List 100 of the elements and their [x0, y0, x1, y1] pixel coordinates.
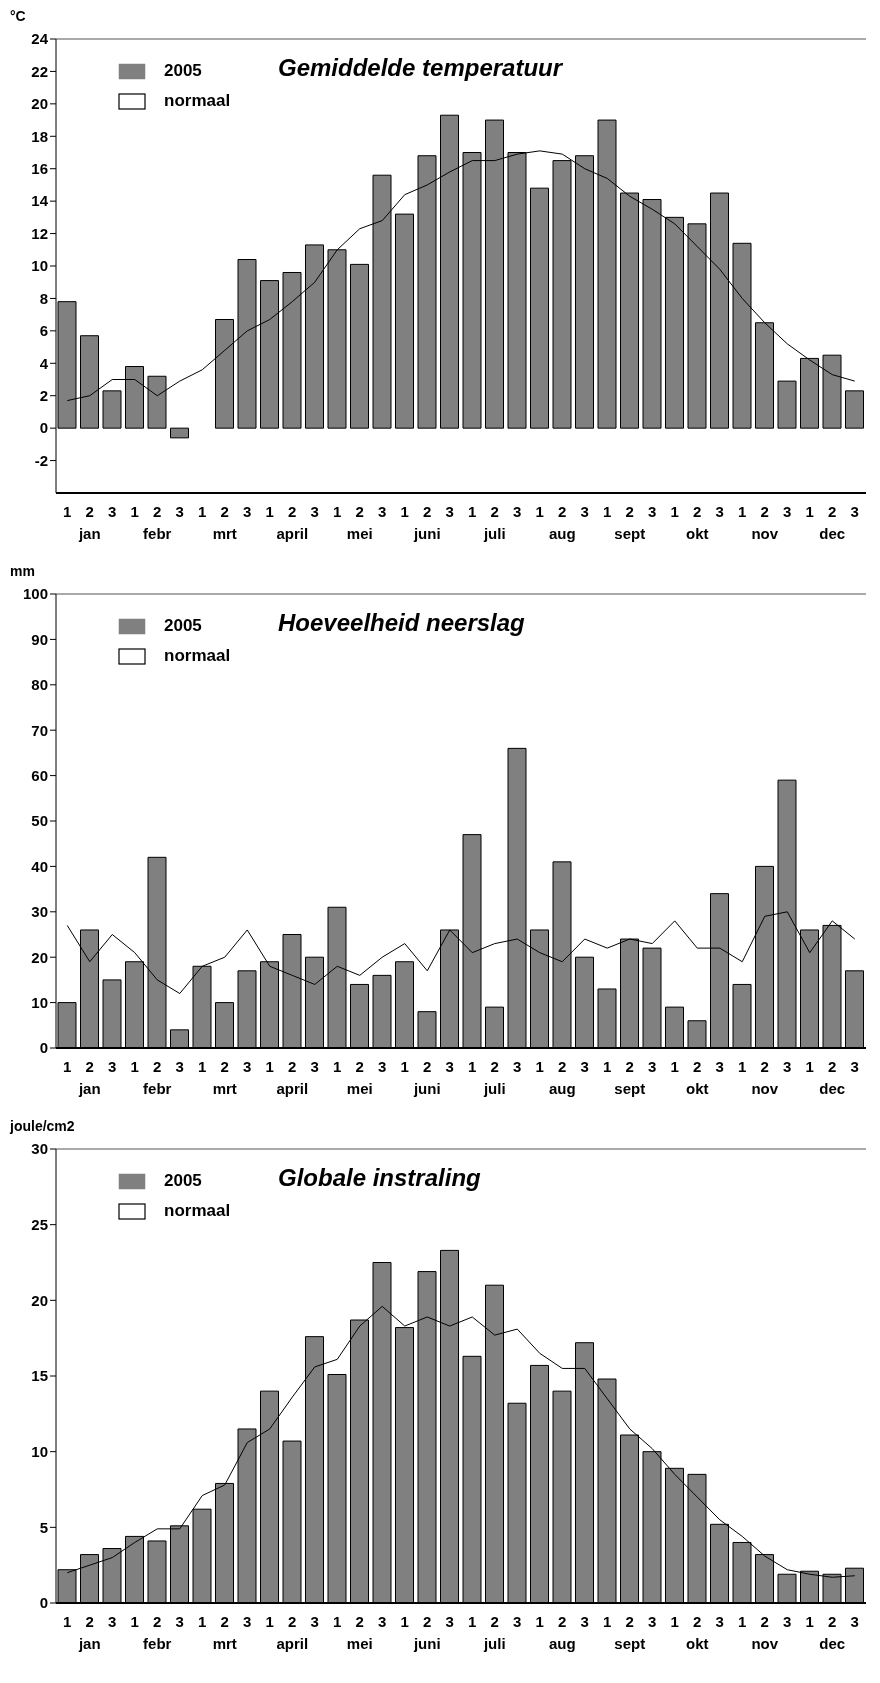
x-tick-label: 2 — [288, 1058, 297, 1075]
text: okt — [686, 1080, 709, 1097]
x-tick-label: 2 — [220, 1058, 229, 1075]
x-tick-label: 2 — [490, 1613, 499, 1630]
x-tick-label: 3 — [783, 503, 792, 520]
legend-label: normaal — [164, 1201, 231, 1221]
y-tick-label: 18 — [31, 127, 48, 145]
text: febr — [143, 525, 172, 542]
x-tick-label: 2 — [693, 1613, 702, 1630]
text: mei — [346, 1635, 373, 1652]
x-tick-label: 2 — [558, 1058, 567, 1075]
y-tick-label: 16 — [31, 160, 48, 178]
y-tick-label: 20 — [31, 948, 48, 966]
x-tick-label: 3 — [175, 1613, 184, 1630]
text: juli — [482, 1080, 506, 1097]
y-tick-label: 0 — [39, 419, 48, 437]
y-tick-label: 60 — [31, 766, 48, 784]
x-tick-label: 2 — [153, 503, 162, 520]
y-tick-label: 25 — [31, 1215, 48, 1233]
text: mrt — [212, 1080, 237, 1097]
x-tick-label: 1 — [805, 1058, 814, 1075]
y-tick-label: 30 — [31, 1140, 48, 1158]
y-tick-label: 10 — [31, 257, 48, 275]
x-tick-label: 1 — [130, 1613, 139, 1630]
x-tick-label: 1 — [670, 1613, 679, 1630]
x-tick-label: 2 — [85, 1613, 94, 1630]
x-tick-label: 2 — [760, 1613, 769, 1630]
legend-label: 2005 — [164, 61, 202, 81]
x-tick-label: 1 — [130, 1058, 139, 1075]
x-tick-label: 3 — [715, 1613, 724, 1630]
x-tick-label: 2 — [625, 1058, 634, 1075]
text: okt — [686, 525, 709, 542]
text: Hoeveelheid neerslag — [278, 609, 525, 637]
bar — [170, 427, 189, 439]
x-tick-label: 2 — [490, 1058, 499, 1075]
text: jan — [77, 1080, 101, 1097]
text: nov — [751, 1635, 779, 1652]
y-tick-label: 24 — [31, 30, 49, 48]
bar — [845, 390, 864, 429]
text: jan — [77, 525, 101, 542]
x-tick-label: 3 — [108, 503, 117, 520]
x-tick-label: 3 — [850, 503, 859, 520]
x-tick-label: 2 — [558, 1613, 567, 1630]
text: aug — [548, 1635, 576, 1652]
x-tick-label: 3 — [445, 1058, 454, 1075]
x-tick-label: 2 — [693, 1058, 702, 1075]
text: febr — [143, 1080, 172, 1097]
text: aug — [548, 1080, 576, 1097]
bar — [102, 390, 122, 429]
text: juni — [412, 1635, 441, 1652]
x-tick-label: 1 — [198, 1058, 207, 1075]
text: juni — [412, 525, 441, 542]
x-tick-label: 2 — [220, 1613, 229, 1630]
x-tick-label: 1 — [738, 503, 747, 520]
x-tick-label: 1 — [63, 1613, 72, 1630]
x-tick-label: 2 — [693, 503, 702, 520]
x-tick-label: 3 — [445, 1613, 454, 1630]
text: april — [276, 1080, 309, 1097]
text: sept — [614, 1080, 646, 1097]
y-tick-label: 70 — [31, 721, 48, 739]
y-tick-label: 100 — [22, 585, 48, 603]
y-axis-title: joule/cm2 — [8, 1118, 76, 1136]
x-tick-label: 3 — [580, 1058, 589, 1075]
x-tick-label: 2 — [828, 1613, 837, 1630]
x-tick-label: 1 — [738, 1613, 747, 1630]
x-tick-label: 2 — [153, 1058, 162, 1075]
x-tick-label: 1 — [535, 1613, 544, 1630]
x-tick-label: 2 — [355, 1058, 364, 1075]
y-tick-label: 12 — [31, 224, 48, 242]
x-tick-label: 3 — [648, 1058, 657, 1075]
x-tick-label: 1 — [738, 1058, 747, 1075]
x-tick-label: 3 — [378, 1613, 387, 1630]
text: sept — [614, 525, 646, 542]
x-tick-label: 1 — [198, 1613, 207, 1630]
x-tick-label: 3 — [648, 503, 657, 520]
x-tick-label: 2 — [355, 1613, 364, 1630]
x-tick-label: 2 — [760, 503, 769, 520]
text: febr — [143, 1635, 172, 1652]
x-tick-label: 1 — [603, 503, 612, 520]
x-tick-label: 3 — [783, 1613, 792, 1630]
text: Globale instraling — [278, 1164, 481, 1192]
y-tick-label: 14 — [31, 192, 49, 210]
x-tick-label: 2 — [153, 1613, 162, 1630]
y-tick-label: -2 — [34, 451, 48, 469]
y-tick-label: 50 — [31, 812, 48, 830]
y-tick-label: 20 — [31, 1291, 48, 1309]
text: nov — [751, 525, 779, 542]
text: dec — [819, 1080, 846, 1097]
x-tick-label: 3 — [445, 503, 454, 520]
text: dec — [819, 525, 846, 542]
y-tick-label: 20 — [31, 95, 48, 113]
y-tick-label: 4 — [39, 354, 49, 372]
x-tick-label: 1 — [603, 1058, 612, 1075]
text: okt — [686, 1635, 709, 1652]
y-tick-label: 40 — [31, 857, 48, 875]
x-tick-label: 1 — [468, 1613, 477, 1630]
x-tick-label: 3 — [310, 503, 319, 520]
text: sept — [614, 1635, 646, 1652]
bar — [395, 213, 414, 429]
x-tick-label: 3 — [513, 503, 522, 520]
